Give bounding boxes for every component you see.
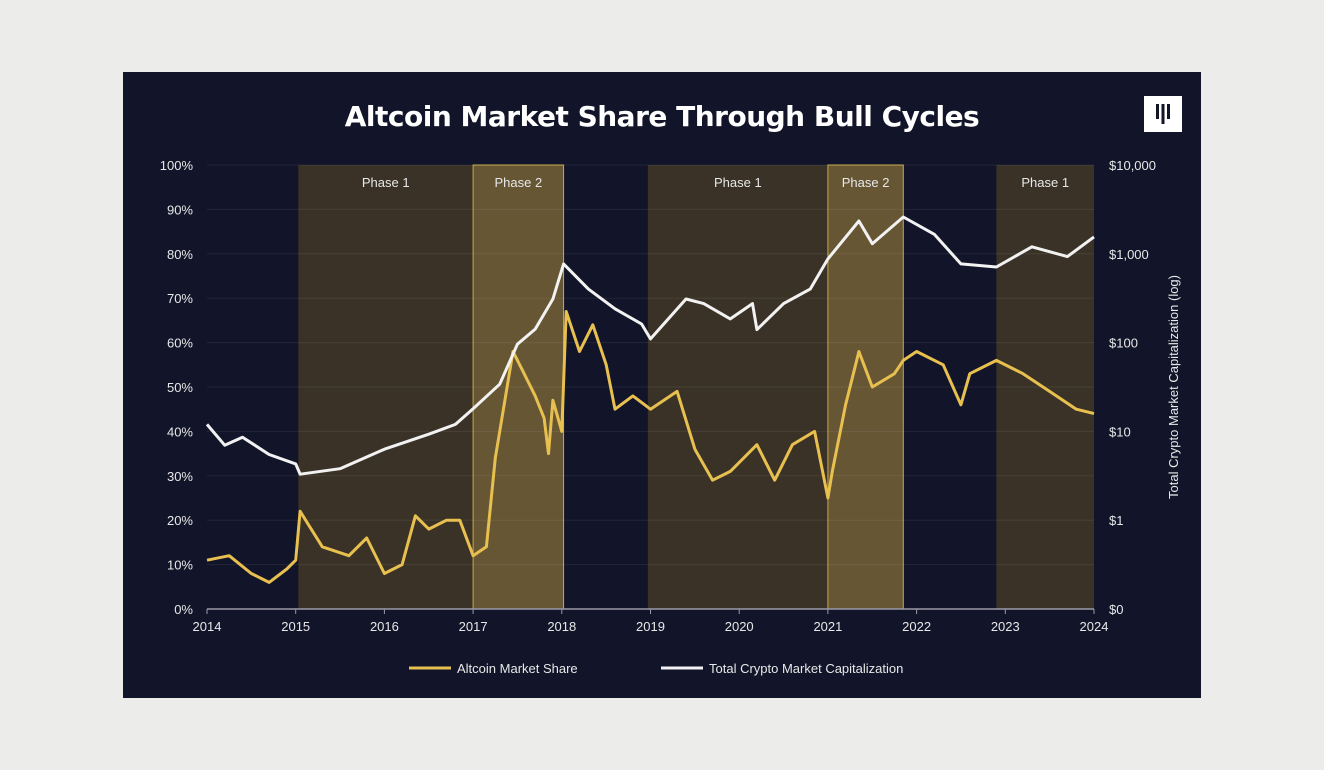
x-tick-label: 2021: [813, 619, 842, 634]
y-left-tick-label: 30%: [167, 469, 193, 484]
chart-title: Altcoin Market Share Through Bull Cycles: [344, 100, 980, 133]
phase-band: [647, 165, 828, 609]
y-left-tick-label: 60%: [167, 336, 193, 351]
series-line-altcoin-share: [206, 310, 1095, 584]
phase-label: Phase 2: [494, 175, 542, 190]
pantera-logo: [1144, 96, 1182, 132]
x-tick-label: 2022: [902, 619, 931, 634]
y-right-tick-label: $1,000: [1109, 247, 1149, 262]
y-left-tick-label: 80%: [167, 247, 193, 262]
y-right-axis-label: Total Crypto Market Capitalization (log): [1166, 275, 1181, 499]
x-tick-label: 2020: [725, 619, 754, 634]
x-tick-label: 2014: [193, 619, 222, 634]
x-tick-label: 2016: [370, 619, 399, 634]
y-left-tick-label: 90%: [167, 202, 193, 217]
y-right-tick-label: $100: [1109, 336, 1138, 351]
logo-bars-icon: [1156, 104, 1170, 124]
chart-svg: Phase 1 Phase 2 Phase 1 Phase 2 Phase 1 0% 10%…: [160, 158, 1181, 676]
x-tick-label: 2024: [1080, 619, 1109, 634]
phase-label: Phase 1: [1021, 175, 1069, 190]
series-line-market-cap: [205, 215, 1095, 476]
x-tick-label: 2017: [459, 619, 488, 634]
y-left-tick-label: 20%: [167, 513, 193, 528]
y-right-tick-label: $0: [1109, 602, 1123, 617]
legend-label: Altcoin Market Share: [457, 661, 578, 676]
y-left-tick-label: 50%: [167, 380, 193, 395]
y-right-tick-label: $10,000: [1109, 158, 1156, 173]
phase-band: [827, 164, 904, 610]
y-left-tick-label: 0%: [174, 602, 193, 617]
x-tick-label: 2015: [281, 619, 310, 634]
x-tick-label: 2023: [991, 619, 1020, 634]
phase-band: [298, 165, 474, 609]
y-left-tick-label: 10%: [167, 558, 193, 573]
y-left-tick-label: 70%: [167, 291, 193, 306]
legend-label: Total Crypto Market Capitalization: [709, 661, 903, 676]
y-left-tick-label: 40%: [167, 424, 193, 439]
y-left-tick-label: 100%: [160, 158, 194, 173]
x-tick-label: 2018: [547, 619, 576, 634]
phase-label: Phase 1: [362, 175, 410, 190]
chart-panel: Altcoin Market Share Through Bull Cycles…: [123, 72, 1201, 698]
y-right-tick-label: $10: [1109, 424, 1131, 439]
y-right-tick-label: $1: [1109, 513, 1123, 528]
phase-label: Phase 2: [842, 175, 890, 190]
x-tick-label: 2019: [636, 619, 665, 634]
phase-label: Phase 1: [714, 175, 762, 190]
